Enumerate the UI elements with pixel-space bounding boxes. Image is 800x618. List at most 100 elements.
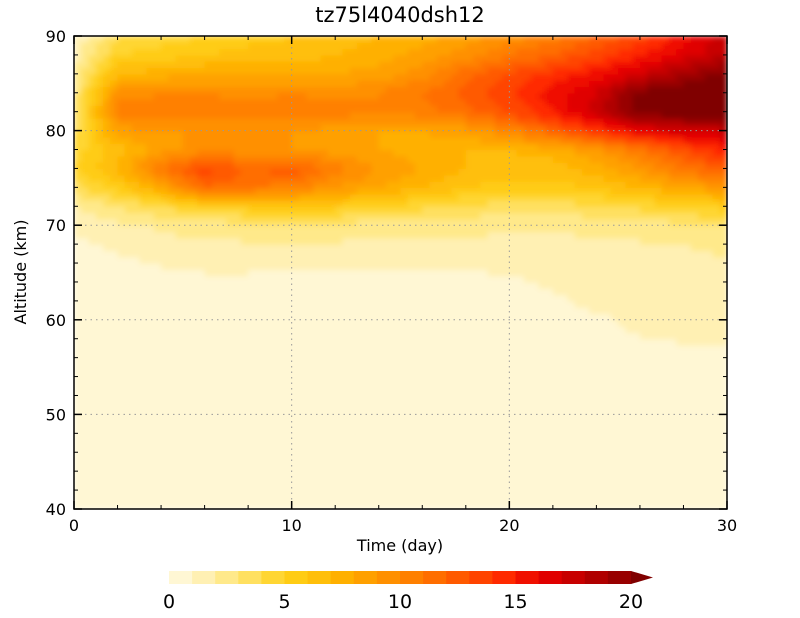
heatmap-cell	[117, 345, 126, 352]
heatmap-cell	[269, 427, 278, 434]
heatmap-cell	[603, 231, 612, 239]
heatmap-cell	[342, 174, 351, 182]
heatmap-cell	[139, 401, 148, 409]
heatmap-cell	[516, 181, 525, 188]
heatmap-cell	[393, 256, 402, 264]
heatmap-cell	[124, 483, 133, 491]
heatmap-cell	[110, 237, 119, 245]
heatmap-cell	[654, 433, 663, 441]
heatmap-cell	[262, 458, 271, 466]
heatmap-cell	[516, 275, 525, 283]
heatmap-cell	[545, 275, 554, 283]
heatmap-cell	[574, 162, 583, 170]
heatmap-cell	[74, 155, 82, 163]
heatmap-cell	[625, 439, 634, 447]
heatmap-cell	[668, 231, 677, 239]
heatmap-cell	[335, 420, 344, 428]
heatmap-cell	[204, 395, 213, 403]
heatmap-cell	[95, 174, 104, 182]
heatmap-cell	[668, 363, 677, 371]
heatmap-cell	[683, 181, 692, 188]
heatmap-cell	[436, 414, 445, 422]
heatmap-cell	[320, 408, 329, 415]
heatmap-cell	[284, 445, 293, 453]
heatmap-cell	[516, 300, 525, 308]
heatmap-cell	[393, 427, 402, 434]
heatmap-cell	[306, 294, 315, 302]
heatmap-cell	[298, 307, 307, 315]
heatmap-cell	[168, 256, 177, 264]
heatmap-cell	[436, 452, 445, 460]
heatmap-cell	[574, 288, 583, 296]
heatmap-cell	[132, 294, 140, 302]
heatmap-cell	[124, 174, 133, 182]
heatmap-cell	[647, 307, 656, 315]
heatmap-cell	[81, 231, 90, 239]
heatmap-cell	[516, 218, 525, 226]
heatmap-cell	[335, 288, 344, 296]
heatmap-cell	[415, 319, 423, 327]
heatmap-cell	[473, 477, 481, 485]
heatmap-cell	[211, 187, 220, 195]
heatmap-cell	[146, 433, 155, 441]
heatmap-cell	[676, 294, 685, 302]
heatmap-cell	[676, 199, 685, 207]
heatmap-cell	[429, 490, 438, 497]
heatmap-cell	[451, 490, 460, 497]
heatmap-cell	[335, 237, 344, 245]
heatmap-cell	[226, 300, 235, 308]
heatmap-cell	[320, 376, 329, 384]
heatmap-cell	[88, 269, 97, 277]
heatmap-cell	[625, 408, 634, 415]
heatmap-cell	[415, 351, 423, 359]
heatmap-cell	[226, 256, 235, 264]
heatmap-cell	[153, 326, 162, 334]
heatmap-cell	[277, 193, 286, 201]
heatmap-cell	[335, 464, 344, 472]
heatmap-cell	[647, 401, 656, 409]
heatmap-cell	[277, 445, 286, 453]
heatmap-cell	[262, 313, 271, 321]
heatmap-cell	[226, 458, 235, 466]
heatmap-cell	[277, 237, 286, 245]
heatmap-cell	[306, 370, 315, 378]
heatmap-cell	[81, 294, 90, 302]
heatmap-cell	[531, 288, 539, 296]
heatmap-cell	[284, 345, 293, 352]
heatmap-cell	[284, 427, 293, 434]
heatmap-cell	[676, 427, 685, 434]
heatmap-cell	[226, 187, 235, 195]
heatmap-cell	[378, 502, 387, 509]
heatmap-cell	[654, 445, 663, 453]
heatmap-cell	[523, 256, 532, 264]
heatmap-cell	[625, 275, 634, 283]
heatmap-cell	[465, 395, 474, 403]
heatmap-cell	[407, 433, 416, 441]
heatmap-cell	[610, 313, 619, 321]
heatmap-cell	[335, 313, 344, 321]
heatmap-cell	[277, 376, 286, 384]
heatmap-cell	[610, 307, 619, 315]
heatmap-cell	[262, 483, 271, 491]
heatmap-cell	[668, 269, 677, 277]
heatmap-cell	[320, 275, 329, 283]
heatmap-cell	[538, 445, 547, 453]
heatmap-cell	[632, 345, 641, 352]
heatmap-cell	[168, 382, 177, 390]
heatmap-cell	[211, 490, 220, 497]
heatmap-cell	[132, 445, 140, 453]
heatmap-cell	[371, 181, 380, 188]
heatmap-cell	[647, 225, 656, 233]
heatmap-cell	[407, 345, 416, 352]
heatmap-cell	[494, 401, 503, 409]
heatmap-cell	[523, 382, 532, 390]
heatmap-cell	[219, 502, 227, 509]
heatmap-cell	[705, 427, 714, 434]
heatmap-cell	[95, 288, 104, 296]
heatmap-cell	[603, 218, 612, 226]
heatmap-cell	[327, 357, 336, 365]
heatmap-cell	[618, 263, 627, 270]
heatmap-cell	[248, 452, 256, 460]
heatmap-cell	[719, 225, 727, 233]
heatmap-cell	[458, 477, 467, 485]
